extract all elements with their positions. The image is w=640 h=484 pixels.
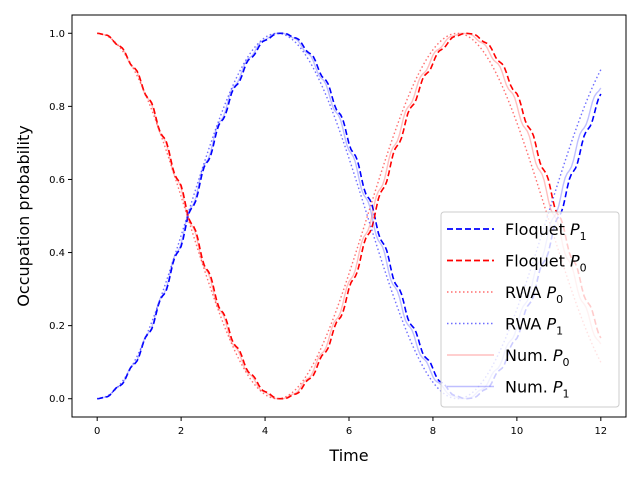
y-axis-label: Occupation probability <box>14 125 33 306</box>
series-line-num_p0 <box>97 32 602 400</box>
y-tick-label: 0.8 <box>49 102 65 113</box>
legend-label-floquet_p1: Floquet P1 <box>505 220 587 243</box>
legend-label-rwa_p0: RWA P0 <box>505 283 563 306</box>
x-axis-label: Time <box>328 446 368 465</box>
x-tick-label: 2 <box>178 426 184 437</box>
y-tick-label: 1.0 <box>49 29 65 40</box>
x-axis-ticks: 0 2 4 6 8 10 12 <box>94 417 607 437</box>
x-tick-label: 4 <box>262 426 268 437</box>
legend-label-floquet_p0: Floquet P0 <box>505 252 587 275</box>
y-axis-ticks: 0.0 0.2 0.4 0.6 0.8 1.0 <box>49 29 72 405</box>
y-tick-label: 0.0 <box>49 394 65 405</box>
y-tick-label: 0.4 <box>49 248 65 259</box>
legend-label-num_p1: Num. P1 <box>505 378 570 401</box>
legend-label-num_p0: Num. P0 <box>505 346 570 369</box>
y-tick-label: 0.6 <box>49 175 65 186</box>
x-tick-label: 0 <box>94 426 100 437</box>
x-tick-label: 12 <box>594 426 607 437</box>
series-line-rwa_p1 <box>97 32 602 400</box>
x-tick-label: 8 <box>430 426 436 437</box>
legend: Floquet P1 Floquet P0 RWA P0 RWA P1 Num. P0 N… <box>440 211 620 408</box>
x-tick-label: 6 <box>346 426 352 437</box>
series-line-rwa_p0 <box>97 32 602 400</box>
series-line-floquet_p0 <box>97 32 602 400</box>
y-tick-label: 0.2 <box>49 321 65 332</box>
x-tick-label: 10 <box>511 426 524 437</box>
legend-label-rwa_p1: RWA P1 <box>505 315 563 338</box>
